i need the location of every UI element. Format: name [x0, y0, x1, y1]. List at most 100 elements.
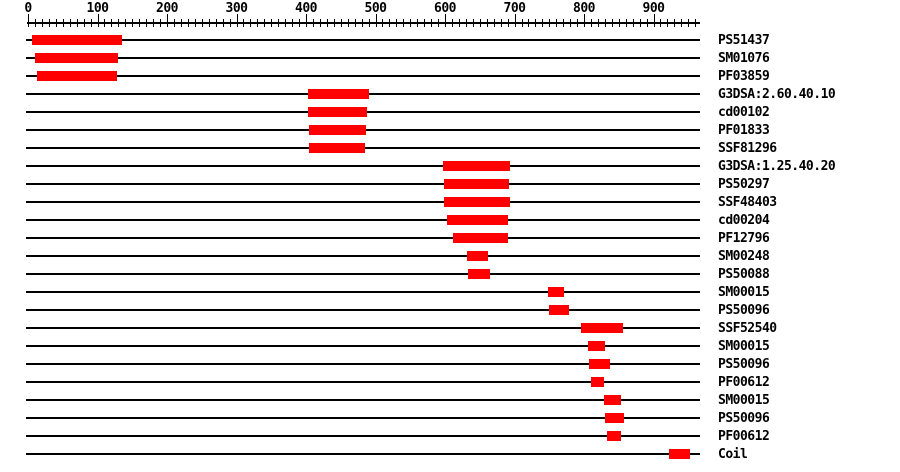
minor-tick: [173, 19, 175, 27]
feature-bar[interactable]: [444, 197, 511, 207]
minor-tick: [507, 19, 509, 27]
feature-label[interactable]: Coil: [718, 447, 748, 462]
feature-bar[interactable]: [547, 287, 564, 297]
minor-tick: [458, 19, 460, 27]
minor-tick: [528, 19, 530, 27]
minor-tick: [563, 19, 565, 27]
major-tick: [167, 14, 168, 27]
feature-label[interactable]: G3DSA:2.60.40.10: [718, 87, 836, 102]
minor-tick: [111, 19, 113, 27]
feature-bar[interactable]: [588, 359, 610, 369]
feature-bar[interactable]: [467, 251, 488, 261]
feature-bar[interactable]: [549, 305, 569, 315]
feature-bar[interactable]: [447, 215, 509, 225]
feature-bar[interactable]: [442, 161, 511, 171]
minor-tick: [222, 19, 224, 27]
feature-label[interactable]: SSF81296: [718, 141, 777, 156]
feature-label[interactable]: SM00248: [718, 249, 770, 264]
row-baseline: [26, 435, 700, 437]
feature-label[interactable]: PS51437: [718, 33, 770, 48]
feature-label[interactable]: PS50096: [718, 411, 770, 426]
row-baseline: [26, 75, 700, 77]
row-baseline: [26, 165, 700, 167]
row-baseline: [26, 381, 700, 383]
feature-label[interactable]: PS50088: [718, 267, 770, 282]
minor-tick: [257, 19, 259, 27]
feature-bar[interactable]: [308, 125, 366, 135]
minor-tick: [187, 19, 189, 27]
feature-bar[interactable]: [581, 323, 623, 333]
feature-bar[interactable]: [37, 71, 117, 81]
feature-label[interactable]: PF00612: [718, 429, 770, 444]
feature-bar[interactable]: [467, 269, 491, 279]
feature-bar[interactable]: [308, 89, 370, 99]
feature-label[interactable]: SM01076: [718, 51, 770, 66]
minor-tick: [139, 19, 141, 27]
major-tick: [236, 14, 238, 27]
minor-tick: [35, 19, 36, 27]
feature-label[interactable]: SM00015: [718, 393, 770, 408]
minor-tick: [340, 19, 342, 27]
major-tick: [584, 14, 585, 27]
feature-label[interactable]: G3DSA:1.25.40.20: [718, 159, 836, 174]
feature-bar[interactable]: [604, 395, 621, 405]
feature-bar[interactable]: [308, 143, 366, 153]
minor-tick: [410, 19, 412, 27]
feature-bar[interactable]: [590, 377, 605, 387]
feature-label[interactable]: SM00015: [718, 339, 770, 354]
feature-label[interactable]: PF01833: [718, 123, 770, 138]
minor-tick: [132, 19, 134, 27]
feature-bar[interactable]: [444, 179, 509, 189]
row-baseline: [26, 39, 700, 41]
feature-bar[interactable]: [606, 431, 621, 441]
minor-tick: [354, 19, 356, 27]
minor-tick: [681, 19, 683, 27]
minor-tick: [389, 19, 391, 27]
minor-tick: [424, 19, 426, 27]
feature-label[interactable]: PS50096: [718, 357, 770, 372]
minor-tick: [639, 19, 641, 27]
feature-label[interactable]: PF12796: [718, 231, 770, 246]
feature-label[interactable]: SSF52540: [718, 321, 777, 336]
major-tick: [28, 14, 29, 27]
row-baseline: [26, 363, 700, 365]
axis-tick-label: 700: [503, 1, 526, 16]
minor-tick: [632, 19, 634, 27]
feature-label[interactable]: cd00204: [718, 213, 770, 228]
feature-bar[interactable]: [604, 413, 625, 423]
feature-label[interactable]: SM00015: [718, 285, 770, 300]
feature-bar[interactable]: [35, 53, 118, 63]
minor-tick: [333, 19, 335, 27]
minor-tick: [382, 19, 384, 27]
minor-tick: [83, 19, 85, 27]
feature-bar[interactable]: [308, 107, 368, 117]
minor-tick: [48, 19, 50, 27]
feature-bar[interactable]: [32, 35, 122, 45]
minor-tick: [285, 19, 287, 27]
feature-label[interactable]: PS50297: [718, 177, 770, 192]
feature-label[interactable]: SSF48403: [718, 195, 777, 210]
minor-tick: [250, 19, 252, 27]
row-baseline: [26, 237, 700, 239]
feature-label[interactable]: PF03859: [718, 69, 770, 84]
feature-bar[interactable]: [452, 233, 509, 243]
row-baseline: [26, 219, 700, 221]
feature-bar[interactable]: [668, 449, 690, 459]
feature-label[interactable]: PS50096: [718, 303, 770, 318]
row-baseline: [26, 291, 700, 293]
minor-tick: [160, 19, 161, 27]
feature-bar[interactable]: [588, 341, 605, 351]
minor-tick: [319, 19, 321, 27]
minor-tick: [535, 19, 537, 27]
minor-tick: [125, 19, 127, 27]
minor-tick: [69, 19, 71, 27]
minor-tick: [611, 19, 613, 27]
minor-tick: [278, 19, 280, 27]
feature-label[interactable]: PF00612: [718, 375, 770, 390]
minor-tick: [403, 19, 405, 27]
minor-tick: [229, 19, 231, 27]
row-baseline: [26, 417, 700, 419]
feature-label[interactable]: cd00102: [718, 105, 770, 120]
minor-tick: [660, 19, 662, 27]
